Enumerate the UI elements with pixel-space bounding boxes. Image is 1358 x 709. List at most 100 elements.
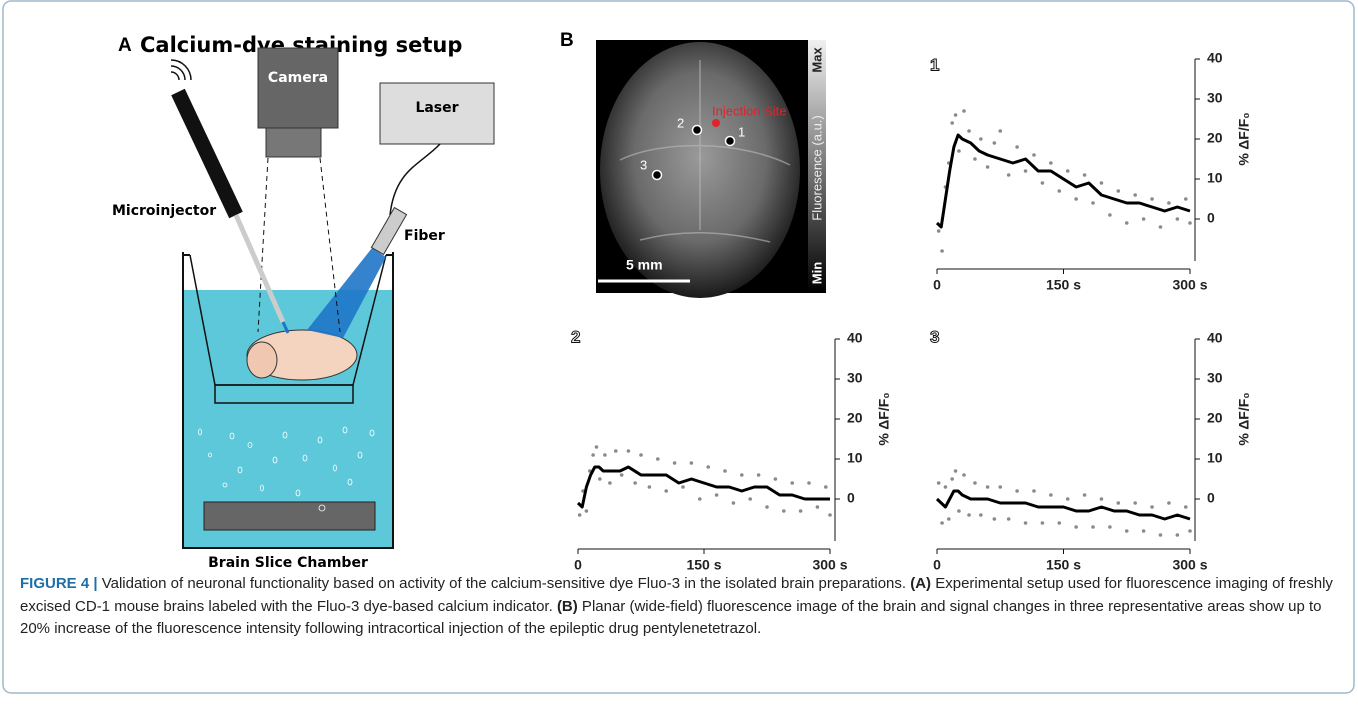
data-point: [1040, 521, 1045, 525]
data-point: [1049, 161, 1053, 165]
x-tick-label: 0: [933, 557, 941, 573]
data-point: [790, 481, 794, 485]
data-point: [1040, 181, 1045, 185]
colorbar: [808, 40, 826, 293]
data-point: [992, 141, 997, 145]
data-point: [807, 481, 811, 485]
y-tick-label: 20: [1207, 130, 1223, 146]
stir-plate: [203, 501, 376, 531]
x-tick-label: 300 s: [812, 557, 847, 573]
data-point: [603, 453, 607, 457]
roi-label: 1: [738, 124, 745, 139]
data-point: [979, 137, 983, 141]
data-point: [723, 469, 727, 473]
fiber: [370, 206, 408, 256]
data-point: [584, 509, 589, 513]
colorbar-label: Fluoresence (a.u.): [809, 115, 824, 221]
microinjector: [171, 88, 243, 219]
chart-number: 1: [930, 55, 939, 74]
data-point: [731, 501, 736, 505]
data-point: [614, 449, 618, 453]
data-point: [1108, 525, 1112, 529]
data-point: [1065, 169, 1070, 173]
data-point: [824, 485, 828, 489]
data-point: [664, 489, 668, 493]
data-point: [1057, 521, 1062, 525]
wireless-icon: [170, 59, 192, 81]
data-point: [1006, 517, 1011, 521]
data-point: [1188, 529, 1192, 533]
injection-dot: [712, 119, 720, 127]
data-point: [1124, 221, 1129, 225]
y-tick-label: 0: [847, 490, 855, 506]
y-tick-label: 40: [847, 330, 863, 346]
data-point: [1116, 189, 1121, 193]
data-point: [1150, 505, 1154, 509]
trace-line: [935, 489, 1191, 521]
caption: FIGURE 4 | Validation of neuronal functi…: [20, 573, 1338, 641]
data-point: [1057, 189, 1062, 193]
data-point: [591, 453, 595, 457]
data-point: [1015, 489, 1019, 493]
scale-bar-label: 5 mm: [626, 257, 663, 273]
caption-text: Planar (wide-field) fluorescence image o…: [20, 597, 1322, 638]
data-point: [953, 469, 958, 473]
data-point: [639, 453, 643, 457]
caption-label: FIGURE 4 |: [20, 575, 98, 592]
y-tick-label: 20: [847, 410, 863, 426]
y-tick-label: 10: [1207, 450, 1223, 466]
data-point: [672, 461, 677, 465]
data-point: [773, 477, 778, 481]
data-point: [1183, 197, 1188, 201]
y-tick-label: 30: [847, 370, 863, 386]
data-point: [1074, 525, 1078, 529]
data-point: [656, 457, 660, 461]
fov-line: [257, 157, 269, 333]
trace-line: [576, 465, 830, 509]
data-point: [936, 481, 941, 485]
fiber-label: Fiber: [404, 228, 445, 244]
data-point: [1116, 501, 1121, 505]
roi-dot: [691, 124, 703, 136]
data-point: [992, 517, 997, 521]
data-point: [957, 149, 961, 153]
caption-ref: (A): [910, 575, 932, 592]
data-point: [1015, 145, 1019, 149]
x-tick-label: 0: [574, 557, 582, 573]
data-point: [698, 497, 702, 501]
beaker: [182, 252, 394, 549]
data-point: [633, 481, 637, 485]
caption-ref: (B): [556, 597, 578, 615]
data-point: [1158, 225, 1163, 229]
y-tick-label: 10: [847, 450, 863, 466]
x-tick-label: 300 s: [1172, 557, 1207, 573]
light-cone: [307, 248, 386, 338]
data-point: [608, 481, 612, 485]
chamber-label: Brain Slice Chamber: [208, 555, 368, 571]
fiber-cable: [389, 143, 441, 216]
data-point: [950, 121, 954, 125]
data-point: [998, 485, 1003, 489]
data-point: [689, 461, 694, 465]
data-point: [1175, 533, 1180, 537]
roi-dot: [724, 135, 736, 147]
data-point: [1150, 197, 1154, 201]
data-point: [828, 513, 832, 517]
y-axis-label: % ΔF/F₀: [1236, 112, 1252, 165]
laser: [379, 82, 495, 145]
data-point: [1133, 501, 1137, 505]
data-point: [1082, 173, 1087, 177]
data-point: [782, 509, 786, 513]
x-tick-label: 150 s: [1046, 277, 1081, 293]
data-point: [756, 473, 761, 477]
needle: [233, 213, 286, 324]
y-tick-label: 30: [1207, 90, 1223, 106]
data-point: [798, 509, 803, 513]
data-point: [1141, 529, 1146, 533]
data-point: [953, 113, 958, 117]
data-point: [973, 481, 977, 485]
figure-border: [2, 0, 1355, 694]
x-tick-label: 150 s: [686, 557, 721, 573]
data-point: [598, 477, 602, 481]
data-point: [1188, 221, 1192, 225]
